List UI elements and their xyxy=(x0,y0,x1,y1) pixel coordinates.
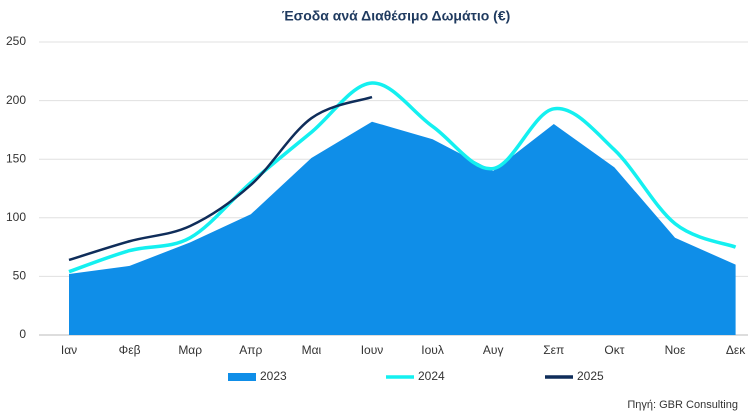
x-tick-label: Φεβ xyxy=(119,343,141,357)
x-tick-label: Νοε xyxy=(665,343,686,357)
y-tick-label: 50 xyxy=(13,269,27,283)
area xyxy=(69,121,736,335)
x-tick-label: Οκτ xyxy=(604,343,624,357)
legend-label: 2025 xyxy=(577,369,604,383)
line xyxy=(68,81,737,274)
x-tick-label: Σεπ xyxy=(543,343,564,357)
legend-label: 2024 xyxy=(418,369,445,383)
x-tick-label: Μαι xyxy=(302,343,322,357)
x-tick-label: Μαρ xyxy=(178,343,202,357)
y-tick-label: 250 xyxy=(6,34,26,48)
y-tick-label: 150 xyxy=(6,151,26,165)
x-tick-label: Δεκ xyxy=(726,343,746,357)
y-tick-label: 0 xyxy=(19,327,26,341)
source-note: Πηγή: GBR Consulting xyxy=(627,399,738,411)
legend-label: 2023 xyxy=(260,369,287,383)
y-tick-label: 100 xyxy=(6,210,26,224)
x-tick-label: Απρ xyxy=(239,343,262,357)
x-tick-label: Ιουν xyxy=(361,343,384,357)
x-tick-label: Αυγ xyxy=(483,343,504,357)
line xyxy=(68,95,373,262)
y-tick-label: 200 xyxy=(6,93,26,107)
chart-title: Έσοδα ανά Διαθέσιμο Δωμάτιο (€) xyxy=(282,8,511,24)
x-tick-label: Ιαν xyxy=(61,343,77,357)
x-tick-label: Ιουλ xyxy=(421,343,444,357)
legend-swatch xyxy=(228,373,256,381)
